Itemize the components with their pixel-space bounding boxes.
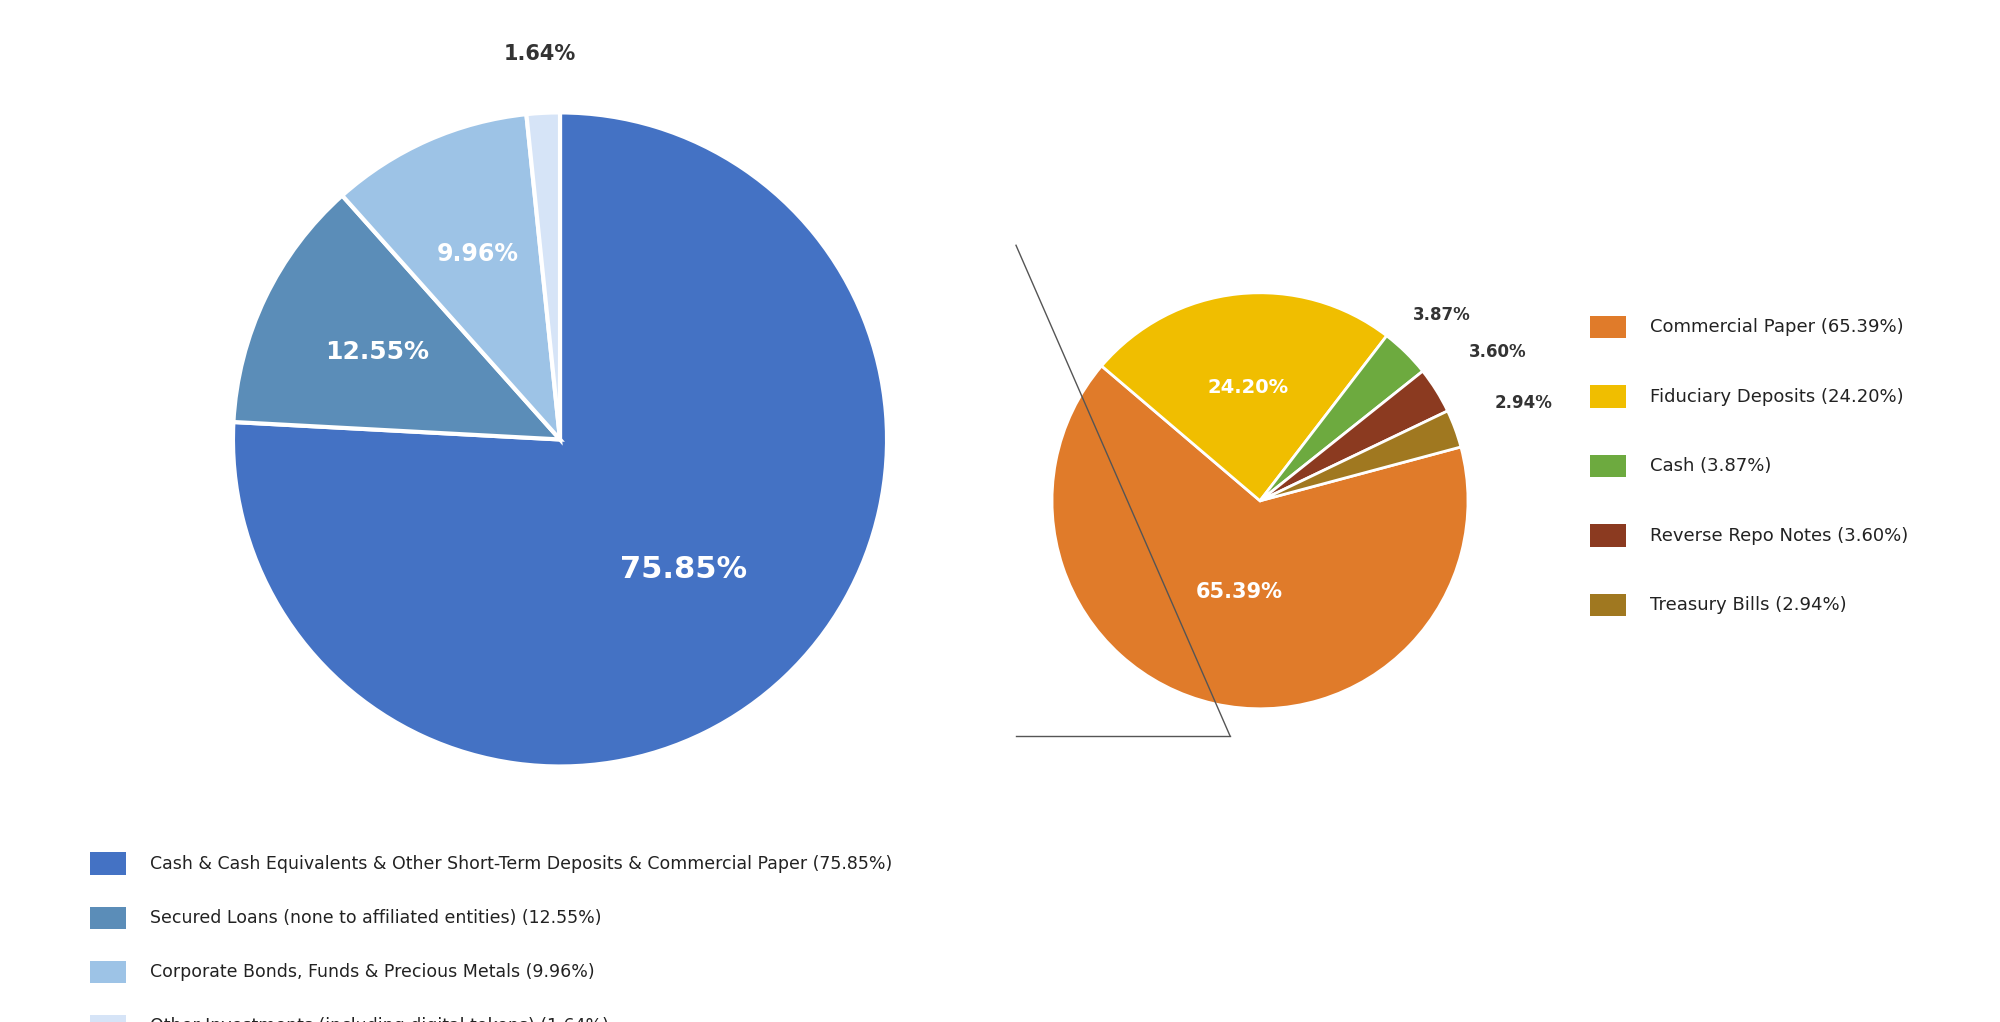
Text: 12.55%: 12.55% <box>326 339 430 364</box>
Bar <box>1590 385 1626 408</box>
Wedge shape <box>232 112 888 766</box>
Text: Treasury Bills (2.94%): Treasury Bills (2.94%) <box>1650 596 1846 614</box>
Text: Corporate Bonds, Funds & Precious Metals (9.96%): Corporate Bonds, Funds & Precious Metals… <box>150 963 594 981</box>
Bar <box>90 852 126 875</box>
Text: 3.87%: 3.87% <box>1414 307 1472 324</box>
Bar <box>90 907 126 929</box>
Wedge shape <box>526 112 560 439</box>
Wedge shape <box>1052 366 1468 709</box>
Text: Reverse Repo Notes (3.60%): Reverse Repo Notes (3.60%) <box>1650 526 1908 545</box>
Text: Secured Loans (none to affiliated entities) (12.55%): Secured Loans (none to affiliated entiti… <box>150 909 602 927</box>
Wedge shape <box>342 114 560 439</box>
Text: 65.39%: 65.39% <box>1196 583 1282 602</box>
Text: 75.85%: 75.85% <box>620 556 748 585</box>
Text: 2.94%: 2.94% <box>1494 394 1552 413</box>
Wedge shape <box>234 195 560 439</box>
Wedge shape <box>1102 292 1386 501</box>
Bar <box>90 1015 126 1022</box>
Bar <box>1590 524 1626 547</box>
Text: 1.64%: 1.64% <box>504 44 576 64</box>
Text: Cash (3.87%): Cash (3.87%) <box>1650 457 1772 475</box>
Wedge shape <box>1260 411 1460 501</box>
Bar <box>1590 316 1626 338</box>
Wedge shape <box>1260 336 1422 501</box>
Text: Cash & Cash Equivalents & Other Short-Term Deposits & Commercial Paper (75.85%): Cash & Cash Equivalents & Other Short-Te… <box>150 854 892 873</box>
Wedge shape <box>1260 371 1448 501</box>
Text: 24.20%: 24.20% <box>1208 377 1288 397</box>
Text: Commercial Paper (65.39%): Commercial Paper (65.39%) <box>1650 318 1904 336</box>
Text: Fiduciary Deposits (24.20%): Fiduciary Deposits (24.20%) <box>1650 387 1904 406</box>
Bar <box>90 961 126 983</box>
Text: Other Investments (including digital tokens) (1.64%): Other Investments (including digital tok… <box>150 1017 608 1022</box>
Text: 3.60%: 3.60% <box>1470 342 1526 361</box>
Bar <box>1590 594 1626 616</box>
Bar <box>1590 455 1626 477</box>
Text: 9.96%: 9.96% <box>438 242 520 266</box>
